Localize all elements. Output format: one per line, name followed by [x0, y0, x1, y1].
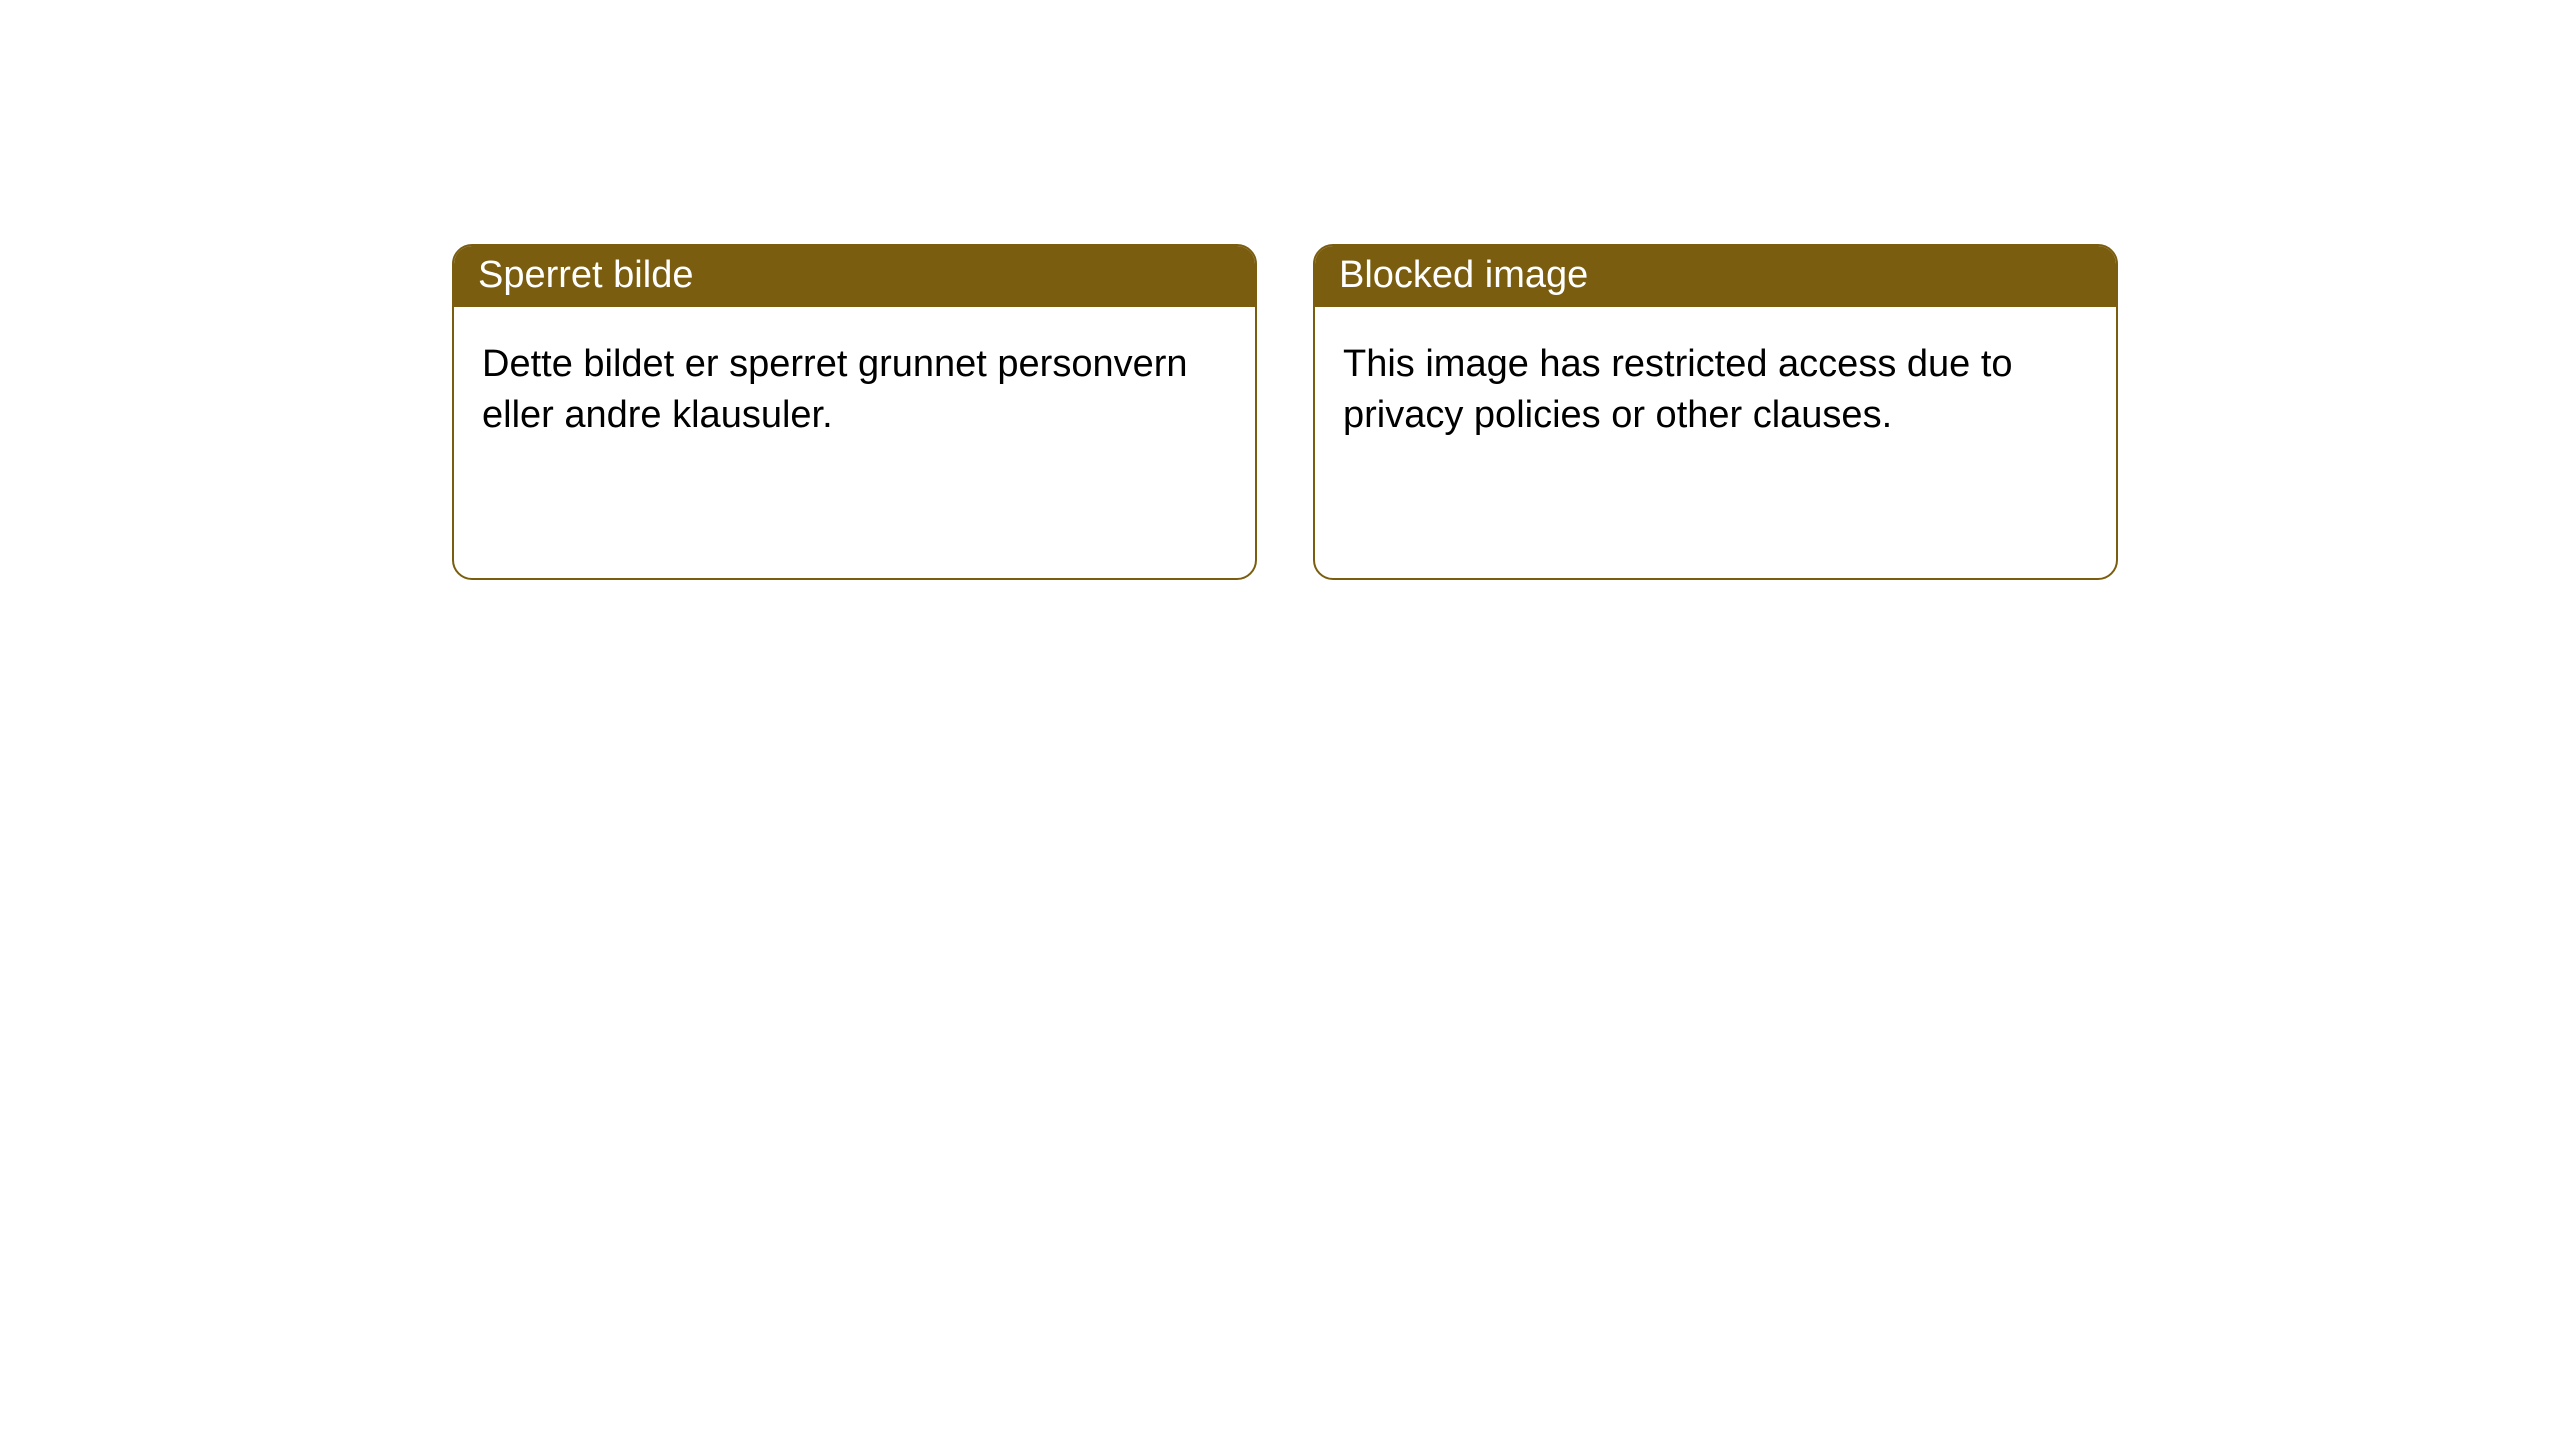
notice-box-english: Blocked image This image has restricted …: [1313, 244, 2118, 580]
notice-body: This image has restricted access due to …: [1315, 307, 2116, 474]
notice-body: Dette bildet er sperret grunnet personve…: [454, 307, 1255, 474]
notice-container: Sperret bilde Dette bildet er sperret gr…: [0, 0, 2560, 580]
notice-header: Blocked image: [1315, 246, 2116, 307]
notice-header: Sperret bilde: [454, 246, 1255, 307]
notice-box-norwegian: Sperret bilde Dette bildet er sperret gr…: [452, 244, 1257, 580]
